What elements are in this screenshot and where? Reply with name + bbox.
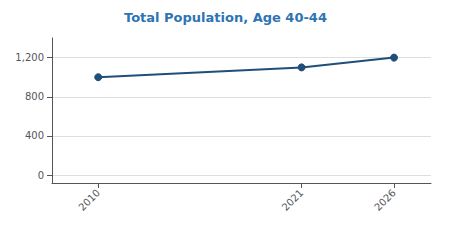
svg-text:2026: 2026 (372, 187, 398, 213)
svg-text:800: 800 (25, 91, 44, 102)
svg-text:1,200: 1,200 (15, 52, 44, 63)
svg-text:400: 400 (25, 130, 44, 141)
svg-text:0: 0 (38, 170, 44, 181)
svg-text:Total Population, Age 40-44: Total Population, Age 40-44 (124, 10, 327, 25)
svg-text:2021: 2021 (280, 187, 306, 213)
svg-text:2010: 2010 (76, 187, 102, 213)
